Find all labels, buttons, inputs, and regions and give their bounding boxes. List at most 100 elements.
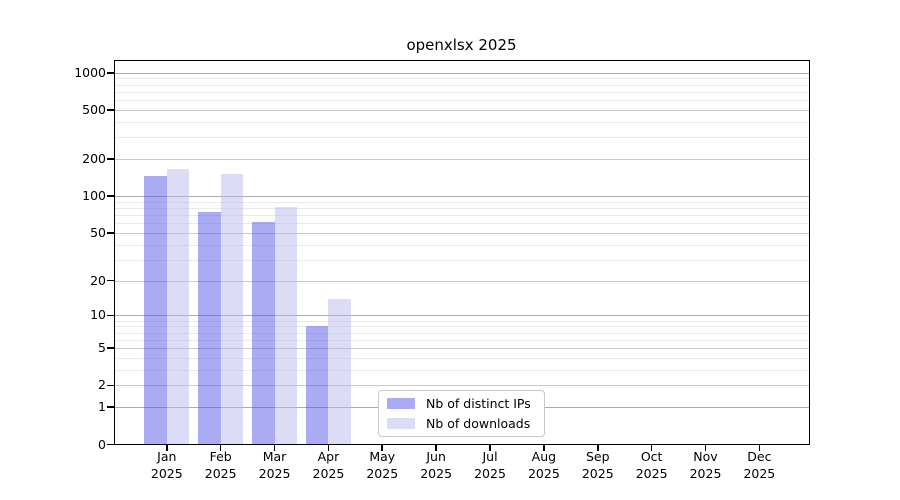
gridline-2 xyxy=(113,385,810,387)
y-tick-label-500: 500 xyxy=(82,102,106,118)
legend-swatch-downloads xyxy=(387,417,415,429)
gridline-800 xyxy=(113,84,810,86)
gridline-5 xyxy=(113,348,810,350)
x-tick-mark-apr xyxy=(327,444,330,451)
x-tick-year-sep: 2025 xyxy=(581,466,614,481)
x-tick-label-jun: Jun 2025 xyxy=(420,448,453,482)
y-tick-label-0: 0 xyxy=(98,436,106,452)
legend-label-downloads: Nb of downloads xyxy=(426,415,531,431)
x-tick-mark-oct xyxy=(650,444,653,451)
plot-area xyxy=(113,59,810,445)
y-tick-label-100: 100 xyxy=(82,188,106,204)
gridline-7 xyxy=(113,332,810,334)
x-tick-label-apr: Apr 2025 xyxy=(312,448,345,482)
x-tick-year-may: 2025 xyxy=(366,466,399,481)
gridline-10 xyxy=(113,315,810,317)
y-tick-label-1000: 1000 xyxy=(74,64,106,80)
x-tick-year-oct: 2025 xyxy=(635,466,668,481)
gridline-500 xyxy=(113,110,810,112)
y-tick-label-200: 200 xyxy=(82,151,106,167)
x-tick-mark-jun xyxy=(435,444,437,451)
y-tick-mark-0 xyxy=(106,443,114,446)
x-tick-label-aug: Aug 2025 xyxy=(527,448,560,482)
y-tick-label-5: 5 xyxy=(98,340,106,356)
legend: Nb of distinct IPs Nb of downloads xyxy=(378,389,545,437)
gridline-3 xyxy=(113,369,810,371)
y-tick-label-2: 2 xyxy=(98,377,106,393)
gridline-6 xyxy=(113,339,810,341)
x-tick-year-feb: 2025 xyxy=(204,466,237,481)
x-tick-mark-nov xyxy=(704,444,707,451)
y-tick-mark-1 xyxy=(106,406,114,408)
x-tick-mark-may xyxy=(381,444,384,451)
x-tick-mark-feb xyxy=(219,444,222,451)
gridline-20 xyxy=(113,280,810,282)
legend-swatch-distinct-ips xyxy=(387,397,415,409)
y-tick-label-10: 10 xyxy=(90,307,106,323)
bar-apr-downloads xyxy=(328,298,351,445)
x-tick-year-aug: 2025 xyxy=(527,466,560,481)
x-tick-year-jun: 2025 xyxy=(420,466,453,481)
bar-apr-distinct-ips xyxy=(305,326,329,445)
gridline-1000 xyxy=(113,72,810,74)
bar-jan-downloads xyxy=(166,168,190,445)
bar-jan-distinct-ips xyxy=(144,175,167,445)
x-tick-label-jan: Jan 2025 xyxy=(150,448,183,482)
y-tick-mark-2 xyxy=(106,384,114,387)
y-tick-label-1: 1 xyxy=(98,399,106,415)
legend-item-downloads: Nb of downloads xyxy=(387,416,536,431)
gridline-30 xyxy=(113,259,810,261)
gridline-8 xyxy=(113,326,810,328)
chart-title: openxlsx 2025 xyxy=(406,36,517,54)
x-tick-label-mar: Mar 2025 xyxy=(258,448,291,482)
gridline-100 xyxy=(113,196,810,198)
x-tick-year-jul: 2025 xyxy=(474,466,506,481)
gridline-200 xyxy=(113,159,810,161)
y-tick-mark-200 xyxy=(106,158,114,160)
x-tick-year-nov: 2025 xyxy=(689,466,722,481)
gridline-900 xyxy=(113,78,810,80)
bar-feb-distinct-ips xyxy=(198,211,221,445)
bar-mar-distinct-ips xyxy=(252,221,275,445)
gridline-4 xyxy=(113,357,810,359)
x-tick-year-jan: 2025 xyxy=(150,466,183,481)
gridline-90 xyxy=(113,201,810,203)
y-tick-mark-10 xyxy=(106,314,114,317)
x-tick-year-mar: 2025 xyxy=(258,466,291,481)
y-tick-mark-5 xyxy=(106,347,114,349)
x-tick-mark-aug xyxy=(543,444,545,451)
y-tick-label-20: 20 xyxy=(90,272,106,288)
bar-feb-downloads xyxy=(220,173,244,445)
legend-item-distinct-ips: Nb of distinct IPs xyxy=(387,396,536,411)
x-tick-mark-jul xyxy=(489,444,491,451)
x-tick-label-jul: Jul 2025 xyxy=(474,448,506,482)
x-tick-label-nov: Nov 2025 xyxy=(689,448,722,482)
gridline-60 xyxy=(113,223,810,225)
y-tick-mark-1000 xyxy=(106,72,114,74)
gridline-400 xyxy=(113,122,810,124)
x-tick-label-may: May 2025 xyxy=(366,448,399,482)
y-tick-mark-50 xyxy=(106,232,114,234)
gridline-300 xyxy=(113,137,810,139)
x-tick-mark-jan xyxy=(166,444,168,451)
y-tick-mark-100 xyxy=(106,195,114,197)
x-tick-label-sep: Sep 2025 xyxy=(581,448,614,482)
legend-label-distinct-ips: Nb of distinct IPs xyxy=(426,395,531,411)
gridline-9 xyxy=(113,320,810,322)
y-tick-mark-500 xyxy=(106,109,114,111)
y-tick-mark-20 xyxy=(106,279,114,282)
x-tick-label-oct: Oct 2025 xyxy=(635,448,668,482)
gridline-50 xyxy=(113,232,810,234)
gridline-80 xyxy=(113,208,810,210)
y-tick-label-50: 50 xyxy=(90,224,106,240)
x-tick-mark-sep xyxy=(596,444,599,451)
gridline-70 xyxy=(113,215,810,217)
gridline-700 xyxy=(113,91,810,93)
x-tick-year-apr: 2025 xyxy=(312,466,345,481)
bar-mar-downloads xyxy=(274,207,298,445)
gridline-600 xyxy=(113,100,810,102)
x-tick-mark-mar xyxy=(273,444,276,451)
x-tick-label-feb: Feb 2025 xyxy=(204,448,237,482)
gridline-40 xyxy=(113,244,810,246)
